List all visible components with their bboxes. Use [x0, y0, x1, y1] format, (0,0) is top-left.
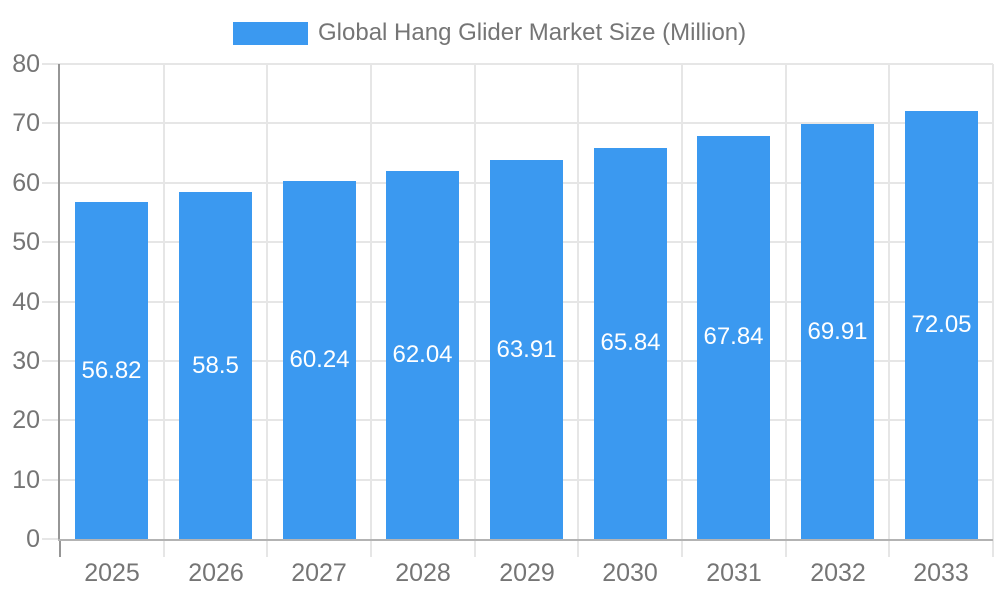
x-tick — [266, 539, 268, 557]
bar-value-label: 62.04 — [392, 341, 453, 368]
y-tick-label: 20 — [12, 406, 40, 434]
bar[interactable]: 58.5 — [179, 192, 252, 539]
y-tick — [42, 301, 60, 303]
bar[interactable]: 69.91 — [801, 124, 874, 539]
legend-label: Global Hang Glider Market Size (Million) — [318, 19, 747, 46]
x-tick-label: 2029 — [499, 559, 555, 587]
y-tick-label: 70 — [12, 109, 40, 137]
x-tick-label: 2027 — [291, 559, 347, 587]
v-gridline — [785, 64, 787, 539]
v-gridline — [370, 64, 372, 539]
y-tick — [42, 479, 60, 481]
x-tick — [370, 539, 372, 557]
x-tick — [785, 539, 787, 557]
x-tick-label: 2026 — [188, 559, 244, 587]
v-gridline — [163, 64, 165, 539]
y-axis-line — [58, 64, 60, 539]
v-gridline — [681, 64, 683, 539]
bar-value-label: 58.5 — [192, 352, 239, 379]
x-tick — [59, 539, 61, 557]
y-tick — [42, 63, 60, 65]
y-tick — [42, 241, 60, 243]
legend-swatch-icon — [233, 21, 308, 45]
bar-value-label: 72.05 — [911, 311, 972, 338]
y-tick — [42, 122, 60, 124]
bar[interactable]: 62.04 — [386, 171, 459, 539]
y-tick-label: 80 — [12, 50, 40, 78]
x-tick-label: 2031 — [706, 559, 762, 587]
y-tick — [42, 538, 60, 540]
x-tick — [992, 539, 994, 557]
legend-item[interactable]: Global Hang Glider Market Size (Million) — [233, 18, 746, 48]
bar-value-label: 63.91 — [496, 336, 557, 363]
y-tick — [42, 360, 60, 362]
bar-value-label: 69.91 — [807, 318, 868, 345]
x-tick-label: 2033 — [913, 559, 969, 587]
x-tick-label: 2030 — [602, 559, 658, 587]
v-gridline — [888, 64, 890, 539]
y-tick-label: 40 — [12, 288, 40, 316]
x-tick — [163, 539, 165, 557]
bar[interactable]: 60.24 — [283, 181, 356, 539]
x-tick — [577, 539, 579, 557]
bar[interactable]: 65.84 — [594, 148, 667, 539]
y-tick-label: 10 — [12, 466, 40, 494]
x-tick — [681, 539, 683, 557]
bar-value-label: 65.84 — [600, 329, 661, 356]
y-tick-label: 0 — [26, 525, 40, 553]
x-tick-label: 2025 — [84, 559, 140, 587]
v-gridline — [577, 64, 579, 539]
x-tick-label: 2028 — [395, 559, 451, 587]
v-gridline — [474, 64, 476, 539]
v-gridline — [992, 64, 994, 539]
x-tick — [888, 539, 890, 557]
y-tick-label: 30 — [12, 347, 40, 375]
v-gridline — [266, 64, 268, 539]
bar-value-label: 60.24 — [289, 346, 350, 373]
y-tick — [42, 419, 60, 421]
y-tick-label: 60 — [12, 169, 40, 197]
x-tick-label: 2032 — [810, 559, 866, 587]
bar-value-label: 67.84 — [703, 323, 764, 350]
x-tick — [474, 539, 476, 557]
bar[interactable]: 63.91 — [490, 160, 563, 539]
y-tick-label: 50 — [12, 228, 40, 256]
bar[interactable]: 67.84 — [697, 136, 770, 539]
x-axis-line — [58, 539, 993, 541]
bar[interactable]: 72.05 — [905, 111, 978, 539]
bar[interactable]: 56.82 — [75, 202, 148, 539]
h-gridline — [60, 122, 993, 124]
bar-value-label: 56.82 — [81, 357, 142, 384]
y-tick — [42, 182, 60, 184]
h-gridline — [60, 63, 993, 65]
